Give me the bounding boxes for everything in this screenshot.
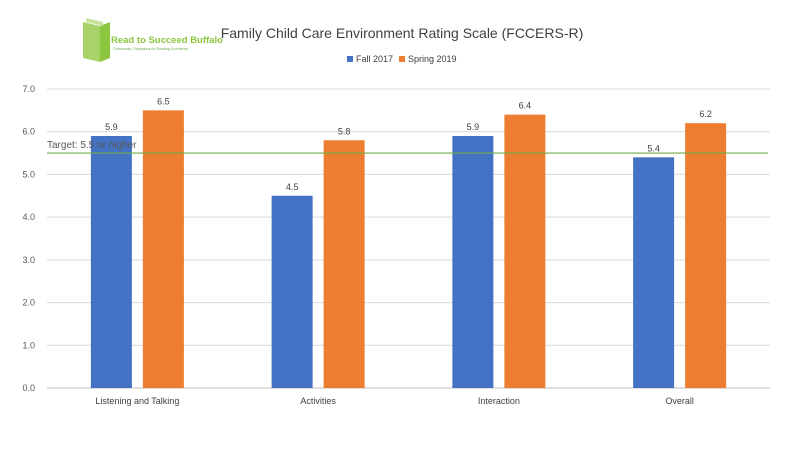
data-label: 6.5 xyxy=(157,96,170,106)
legend: Fall 2017 Spring 2019 xyxy=(347,54,457,64)
bar xyxy=(90,135,132,388)
data-label: 5.9 xyxy=(105,122,118,132)
bars: 5.9 6.5 4.5 5.8 5.9 6.4 5.4 6.2 xyxy=(90,96,727,389)
logo: Read to Succeed Buffalo Community Champi… xyxy=(83,18,223,62)
data-label: 5.4 xyxy=(647,143,660,153)
target-label: Target: 5.5 or higher xyxy=(47,140,137,151)
bar xyxy=(633,157,675,388)
category-label: Activities xyxy=(300,396,336,406)
category-label: Overall xyxy=(665,396,694,406)
data-label: 5.9 xyxy=(467,122,480,132)
category-label: Interaction xyxy=(478,396,520,406)
data-label: 6.4 xyxy=(519,101,532,111)
legend-swatch xyxy=(347,56,353,62)
y-tick-label: 7.0 xyxy=(22,84,35,94)
bar xyxy=(504,114,546,388)
chart-title: Family Child Care Environment Rating Sca… xyxy=(221,25,584,41)
legend-label: Spring 2019 xyxy=(408,54,457,64)
book-icon xyxy=(83,18,110,62)
x-axis: Listening and Talking Activities Interacti… xyxy=(95,396,693,406)
legend-label: Fall 2017 xyxy=(356,54,393,64)
target-line-group: Target: 5.5 or higher xyxy=(47,140,768,154)
bar xyxy=(271,195,313,388)
logo-tagline: Community Champions for Reading Excellen… xyxy=(113,47,188,51)
logo-text: Read to Succeed Buffalo xyxy=(111,35,223,46)
legend-swatch xyxy=(399,56,405,62)
y-tick-label: 3.0 xyxy=(22,255,35,265)
y-tick-label: 4.0 xyxy=(22,212,35,222)
bar xyxy=(452,135,494,388)
bar xyxy=(142,110,184,388)
y-tick-label: 6.0 xyxy=(22,127,35,137)
data-label: 6.2 xyxy=(699,109,712,119)
y-tick-label: 0.0 xyxy=(22,383,35,393)
bar xyxy=(323,140,365,388)
data-label: 4.5 xyxy=(286,182,299,192)
y-axis: 0.0 1.0 2.0 3.0 4.0 5.0 6.0 7.0 xyxy=(22,84,35,393)
bar xyxy=(685,123,727,389)
data-label: 5.8 xyxy=(338,126,351,136)
category-label: Listening and Talking xyxy=(95,396,179,406)
y-tick-label: 1.0 xyxy=(22,340,35,350)
y-tick-label: 5.0 xyxy=(22,169,35,179)
y-tick-label: 2.0 xyxy=(22,298,35,308)
